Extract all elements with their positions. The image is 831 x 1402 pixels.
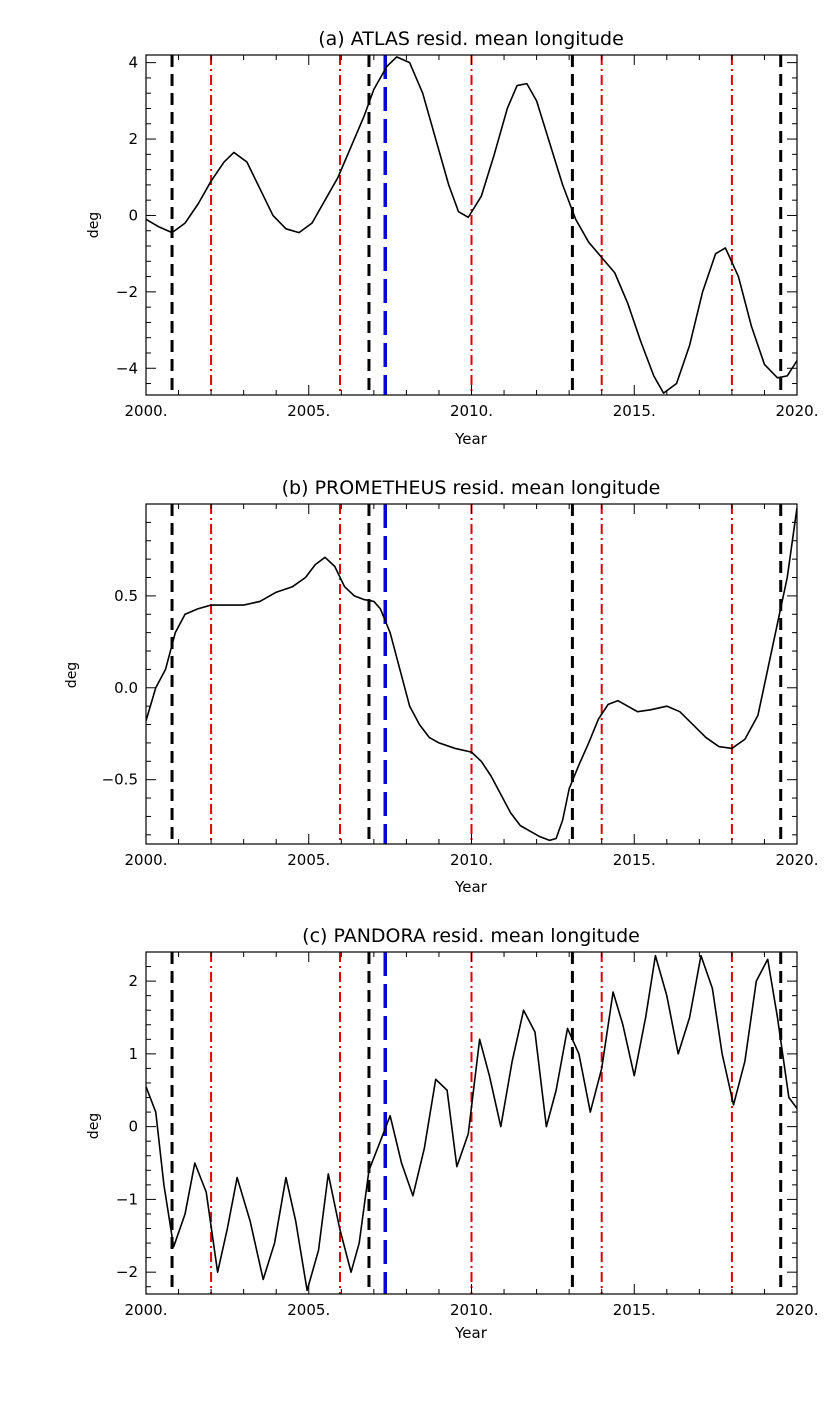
y-tick-label: 0 xyxy=(128,206,138,224)
panel-atlas: (a) ATLAS resid. mean longitude Year deg… xyxy=(86,28,818,448)
y-tick-label: 2 xyxy=(128,972,138,990)
x-axis-label: Year xyxy=(454,1324,488,1342)
x-axis-label: Year xyxy=(454,430,488,448)
plot-frame xyxy=(145,951,798,1295)
x-tick-label: 2005. xyxy=(287,402,330,420)
series-line-prometheus xyxy=(146,507,797,842)
y-tick-label: 0.5 xyxy=(114,587,138,605)
y-tick-label: −2 xyxy=(116,1263,138,1281)
x-tick-label: 2010. xyxy=(450,1301,493,1319)
x-tick-label: 2010. xyxy=(450,851,493,869)
x-tick-label: 2005. xyxy=(287,1301,330,1319)
y-tick-label: 0.0 xyxy=(114,679,138,697)
y-tick-label: 4 xyxy=(128,54,138,72)
chart-title: (b) PROMETHEUS resid. mean longitude xyxy=(282,477,661,499)
panel-pandora: (c) PANDORA resid. mean longitude Year d… xyxy=(86,925,818,1342)
y-tick-label: −2 xyxy=(116,283,138,301)
x-tick-label: 2010. xyxy=(450,402,493,420)
x-axis-label: Year xyxy=(454,878,488,896)
panel-prometheus: (b) PROMETHEUS resid. mean longitude Yea… xyxy=(64,477,818,896)
series-line-atlas xyxy=(146,56,797,394)
y-axis-label: deg xyxy=(86,212,102,238)
x-tick-label: 2000. xyxy=(125,402,168,420)
y-tick-label: −4 xyxy=(116,359,138,377)
x-tick-label: 2020. xyxy=(776,851,819,869)
series-line-pandora xyxy=(146,954,797,1292)
y-tick-label: 2 xyxy=(128,130,138,148)
y-tick-label: −1 xyxy=(116,1190,138,1208)
x-tick-label: 2020. xyxy=(776,1301,819,1319)
x-tick-label: 2020. xyxy=(776,402,819,420)
x-tick-label: 2015. xyxy=(613,1301,656,1319)
chart-title: (c) PANDORA resid. mean longitude xyxy=(302,925,640,947)
chart-title: (a) ATLAS resid. mean longitude xyxy=(318,28,624,50)
x-tick-label: 2005. xyxy=(287,851,330,869)
y-axis-label: deg xyxy=(86,1113,102,1139)
x-tick-label: 2015. xyxy=(613,402,656,420)
x-tick-label: 2000. xyxy=(125,851,168,869)
x-tick-label: 2015. xyxy=(613,851,656,869)
x-tick-label: 2000. xyxy=(125,1301,168,1319)
y-tick-label: −0.5 xyxy=(102,771,138,789)
y-axis-label: deg xyxy=(64,662,80,688)
y-tick-label: 1 xyxy=(128,1045,138,1063)
y-tick-label: 0 xyxy=(128,1118,138,1136)
